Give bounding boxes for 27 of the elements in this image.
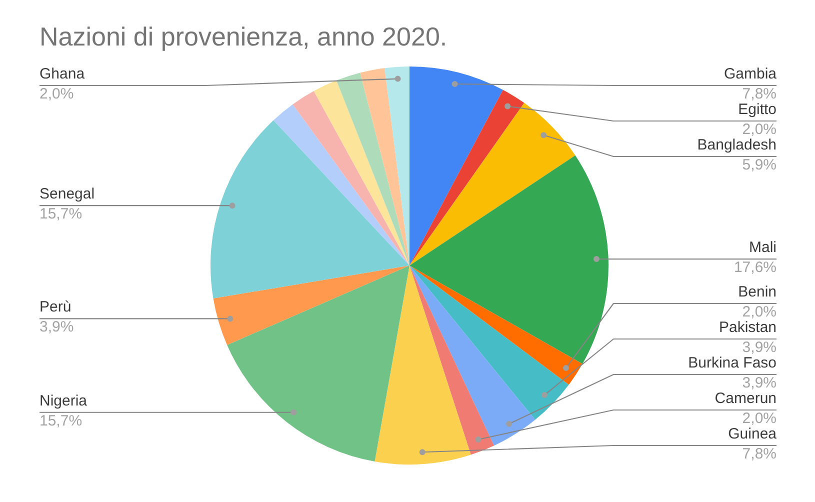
data-label: 7,8% <box>742 446 777 462</box>
slice-label: Ghana <box>40 66 86 82</box>
data-label: 15,7% <box>40 412 82 430</box>
slice-label: Benin <box>738 284 777 300</box>
data-label: 2,0% <box>742 121 777 138</box>
data-label: 2,0% <box>742 410 777 427</box>
slice-label: Nigeria <box>40 392 88 410</box>
data-label: 3,9% <box>40 318 74 336</box>
slice-label: Guinea <box>728 426 778 442</box>
data-label: 3,9% <box>742 374 777 392</box>
slice-label: Perù <box>40 298 72 316</box>
data-label: 17,6% <box>734 259 777 276</box>
data-label: 5,9% <box>742 156 777 174</box>
slice-label: Senegal <box>40 186 95 203</box>
slice-label: Bangladesh <box>697 136 776 154</box>
slice-label: Egitto <box>738 101 776 118</box>
data-label: 3,9% <box>742 339 777 356</box>
slice-label: Burkina Faso <box>688 354 776 372</box>
chart-title: Nazioni di provenienza, anno 2020. <box>40 22 448 52</box>
slice-label: Mali <box>749 239 777 256</box>
slice-label: Camerun <box>714 390 777 407</box>
data-label: 7,8% <box>742 86 777 102</box>
slice-label: Gambia <box>724 66 778 82</box>
slice-label: Pakistan <box>718 319 777 336</box>
data-label: 15,7% <box>40 206 82 223</box>
data-label: 2,0% <box>742 304 777 320</box>
data-label: 2,0% <box>40 86 74 102</box>
